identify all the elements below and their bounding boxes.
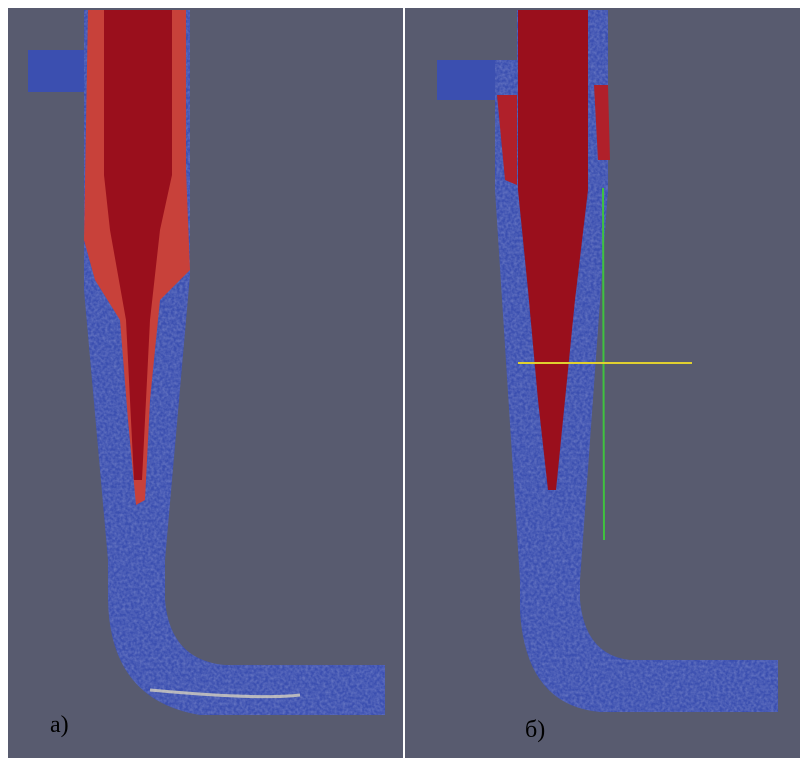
- panel-label: а): [50, 712, 69, 738]
- background: [8, 8, 403, 758]
- inlet: [28, 50, 84, 92]
- panel-label: б): [525, 717, 545, 743]
- figure: а) б): [0, 0, 806, 763]
- panel-a: а): [8, 8, 403, 758]
- page: а) б) (() => { const data = JSON.parse(d…: [0, 0, 806, 763]
- panel-b: б): [405, 8, 800, 758]
